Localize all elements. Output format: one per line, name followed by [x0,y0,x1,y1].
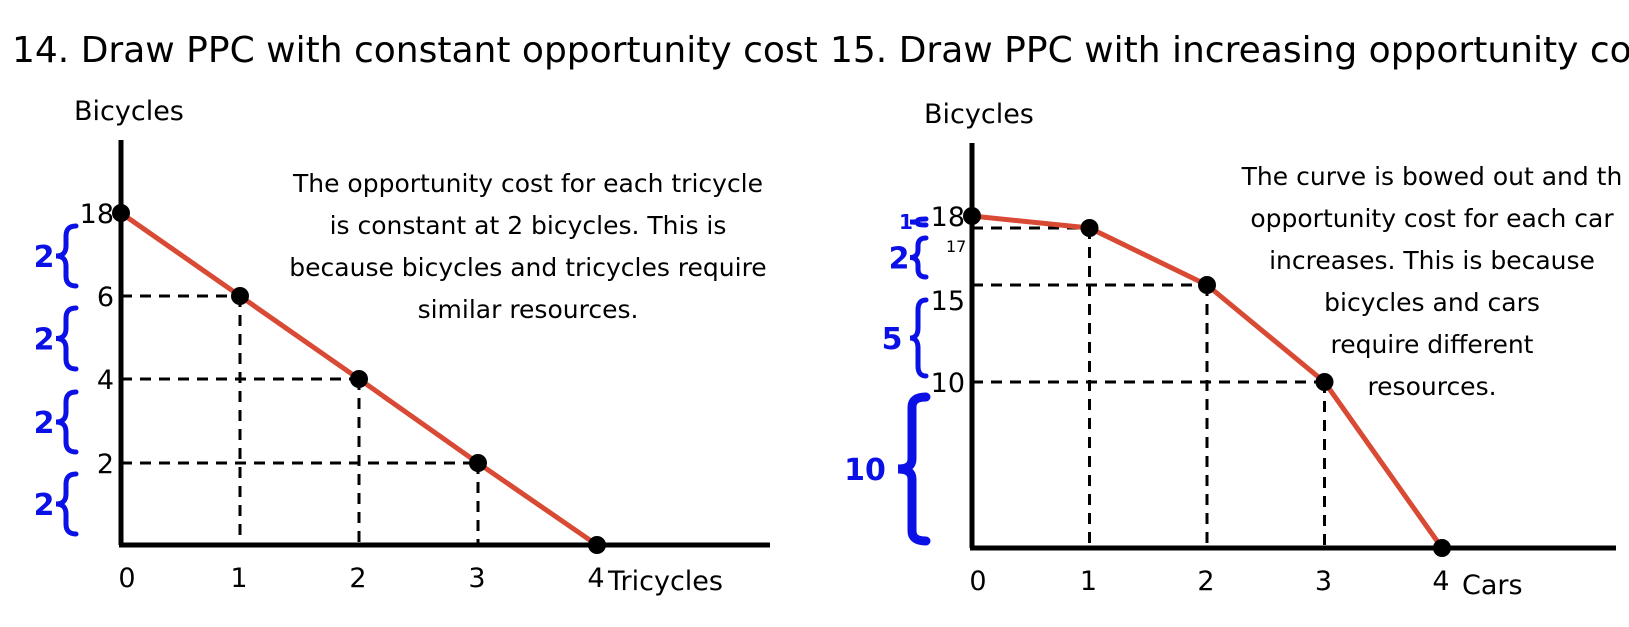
x-tick-label: 1 [230,563,247,594]
data-point [1080,219,1099,237]
brace-value-label: 10 [844,453,886,488]
chart-14-title: 14. Draw PPC with constant opportunity c… [12,30,818,71]
chart-15-y-axis-label: Bicycles [924,99,1034,130]
annotation-line: increases. This is because [1269,246,1595,275]
y-tick-label: 2 [97,449,114,480]
brace-shape [909,297,929,379]
chart-increasing-cost: 15. Draw PPC with increasing opportunity… [830,30,1629,601]
chart-14-braces: 2 2 2 2 [34,223,79,537]
brace-shape [909,216,929,228]
y-tick-label: 6 [97,282,114,313]
annotation-line: because bicycles and tricycles require [289,253,766,282]
brace-value-label: 2 [34,488,55,523]
data-point [231,287,249,305]
annotation-line: similar resources. [418,295,639,324]
data-point [1315,373,1334,391]
x-tick-label: 1 [1080,566,1097,597]
data-point [350,370,368,388]
data-point [963,207,981,225]
brace-value-label: 5 [882,322,903,357]
data-point [112,204,130,222]
chart-15-y-ticks: 18 17 15 10 [931,202,967,399]
x-tick-label: 2 [349,563,366,594]
annotation-line: The curve is bowed out and th [1241,162,1623,191]
x-tick-label: 4 [587,563,604,594]
data-point [1433,539,1451,557]
x-tick-label: 0 [118,563,135,594]
chart-15-title: 15. Draw PPC with increasing opportunity… [830,30,1629,71]
brace-value-label: 2 [34,323,55,358]
x-tick-label: 2 [1197,566,1214,597]
chart-14-y-ticks: 18 6 4 2 [80,199,114,480]
chart-14-axes [118,140,770,548]
brace-value-label: 2 [889,242,910,277]
x-tick-label: 3 [1315,566,1332,597]
y-tick-label: 4 [97,365,114,396]
chart-14-x-ticks: 0 1 2 3 4 [118,563,604,594]
x-tick-label: 0 [969,566,986,597]
chart-15-guide-lines [972,226,1326,548]
chart-14-x-axis-label: Tricycles [607,566,723,597]
chart-15-x-axis-label: Cars [1462,570,1523,601]
chart-15-points [963,207,1451,557]
annotation-line: resources. [1367,372,1496,401]
chart-15-braces: 1 2 5 10 [844,210,931,546]
x-tick-label: 4 [1432,566,1449,597]
brace-shape [55,471,79,537]
annotation-line: bicycles and cars [1324,288,1540,317]
y-tick-label: 10 [931,368,965,399]
annotation-line: The opportunity cost for each tricycle [292,169,763,198]
brace-shape [55,223,79,289]
brace-shape [55,389,79,455]
annotation-line: opportunity cost for each car [1250,204,1614,233]
y-tick-label: 15 [931,286,965,317]
y-tick-label: 17 [946,237,966,256]
chart-14-points [112,204,606,554]
annotation-line: is constant at 2 bicycles. This is [330,211,727,240]
data-point [588,536,606,554]
annotation-line: require different [1330,330,1533,359]
brace-value-label: 2 [34,240,55,275]
data-point [469,454,487,472]
brace-shape [897,392,931,546]
brace-shape [55,305,79,372]
chart-15-x-ticks: 0 1 2 3 4 [969,566,1449,597]
x-tick-label: 3 [468,563,485,594]
brace-value-label: 1 [899,210,913,234]
brace-shape [909,235,929,280]
y-tick-label: 18 [931,202,965,233]
brace-value-label: 2 [34,406,55,441]
chart-14-annotation: The opportunity cost for each tricycle is… [289,169,766,324]
chart-14-guide-lines [121,294,480,545]
chart-constant-cost: 14. Draw PPC with constant opportunity c… [12,30,818,597]
chart-15-annotation: The curve is bowed out and th opportunity… [1241,162,1623,401]
chart-14-y-axis-label: Bicycles [74,96,184,127]
y-tick-label: 18 [80,199,114,230]
data-point [1198,276,1216,294]
